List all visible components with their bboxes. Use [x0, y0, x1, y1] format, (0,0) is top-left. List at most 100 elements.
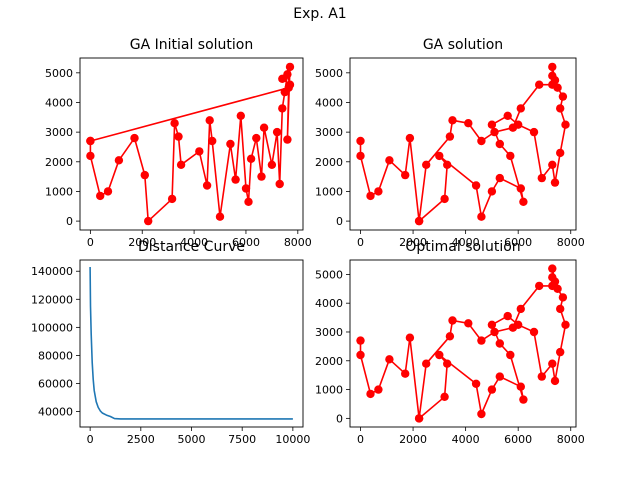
- subplot-2-series-line: [359, 66, 567, 222]
- subplot-3-ytick-label: 60000: [38, 377, 73, 390]
- subplot-3-xtick-label: 2500: [127, 433, 155, 446]
- subplot-3-ytick-label: 40000: [38, 406, 73, 419]
- subplot-1-point: [215, 212, 225, 221]
- subplot-4-point: [508, 323, 518, 332]
- subplot-3-axes-frame: [79, 259, 304, 428]
- subplot-1-point: [244, 197, 253, 206]
- subplot-1-ytick-label: 1000: [45, 185, 73, 198]
- subplot-2-ytick-label: 3000: [315, 126, 343, 139]
- subplot-2-point: [471, 181, 481, 190]
- subplot-4-point: [495, 339, 504, 348]
- subplot-4-point: [506, 350, 515, 360]
- subplot-2-ytick-label: 0: [336, 215, 343, 228]
- subplot-2-point: [561, 120, 570, 129]
- subplot-4-point: [516, 382, 525, 391]
- subplot-4-point: [435, 350, 444, 360]
- subplot-2-point: [548, 160, 557, 169]
- subplot-1-point: [272, 127, 282, 137]
- subplot-4-ytick-label: 4000: [315, 297, 343, 310]
- subplot-1-point: [86, 151, 95, 161]
- subplot-4-axes-frame: [349, 259, 577, 428]
- subplot-2-point: [516, 104, 525, 113]
- subplot-4-point: [471, 379, 481, 388]
- subplot-4-ytick-label: 5000: [315, 268, 343, 281]
- subplot-4-point: [443, 359, 452, 368]
- subplot-1-point: [275, 179, 284, 189]
- subplot-2-point: [445, 132, 455, 141]
- subplot-2-point: [374, 187, 383, 196]
- subplot-3-ytick-label: 80000: [38, 349, 73, 362]
- subplot-4-ytick-label: 0: [336, 412, 343, 425]
- subplot-1-xtick-label: 2000: [128, 236, 156, 249]
- subplot-1-point: [267, 160, 277, 169]
- subplot-2-point: [495, 173, 504, 183]
- figure-title: Exp. A1: [293, 6, 347, 22]
- subplot-2-point: [487, 187, 497, 196]
- subplot-4-ytick-label: 2000: [315, 355, 343, 368]
- subplot-1-point: [103, 187, 113, 196]
- subplot-4-point: [464, 319, 473, 328]
- subplot-2-xtick-label: 6000: [504, 236, 532, 249]
- subplot-4-point: [385, 355, 394, 364]
- subplot-4-point: [503, 311, 512, 321]
- subplot-4-point: [548, 264, 557, 273]
- subplot-3-xtick-label: 0: [87, 433, 94, 446]
- subplot-2-xtick-label: 4000: [452, 236, 480, 249]
- subplot-2-ytick-label: 5000: [315, 67, 343, 80]
- subplot-1-point: [236, 111, 245, 121]
- subplot-2-point: [529, 127, 539, 137]
- subplot-1-title: GA Initial solution: [130, 37, 254, 53]
- subplot-2-xtick-label: 8000: [557, 236, 585, 249]
- subplot-2-point: [508, 123, 518, 132]
- subplot-3-ytick-label: 120000: [31, 293, 73, 306]
- subplot-2-point: [537, 173, 546, 183]
- subplot-4-point: [356, 350, 365, 360]
- subplot-4-point: [537, 372, 546, 381]
- subplot-1-point: [170, 119, 179, 128]
- subplot-1-ytick-label: 0: [66, 215, 73, 228]
- subplot-4-point: [516, 304, 525, 314]
- subplot-3-xtick-label: 10000: [275, 433, 310, 446]
- subplot-1-xtick-label: 8000: [284, 236, 312, 249]
- subplot-2-point: [435, 151, 444, 161]
- subplot-2-point: [490, 127, 499, 137]
- subplot-1-point: [202, 181, 212, 190]
- subplot-4-point: [477, 409, 486, 419]
- subplot-4-point: [556, 347, 565, 357]
- subplot-3-ytick-label: 100000: [31, 321, 73, 334]
- subplot-1-xtick-label: 4000: [180, 236, 208, 249]
- subplot-4-point: [356, 336, 365, 345]
- subplot-4-point: [558, 293, 568, 302]
- subplot-1-point: [140, 170, 149, 180]
- subplot-1-xtick-label: 0: [87, 236, 94, 249]
- subplot-4-xtick-label: 2000: [399, 433, 427, 446]
- subplot-4-point: [374, 385, 383, 394]
- subplot-4-point: [422, 359, 431, 368]
- subplot-2-point: [414, 216, 424, 226]
- subplot-2-point: [443, 160, 452, 169]
- subplot-1-point: [226, 139, 235, 149]
- subplot-2-point: [422, 160, 431, 169]
- subplot-1-xtick-label: 6000: [232, 236, 260, 249]
- subplot-3-ytick-label: 140000: [31, 265, 73, 278]
- subplot-2-point: [356, 151, 365, 161]
- subplot-2-ytick-label: 1000: [315, 185, 343, 198]
- subplot-1-point: [130, 133, 139, 143]
- subplot-4-xtick-label: 6000: [504, 433, 532, 446]
- subplot-2-point: [519, 197, 528, 206]
- subplot-1-point: [241, 184, 251, 193]
- subplot-4-point: [440, 392, 449, 401]
- subplot-1-point: [144, 216, 153, 226]
- subplot-3-series-line: [89, 266, 293, 420]
- subplot-2-point: [487, 120, 497, 129]
- subplot-3-title: Distance Curve: [138, 239, 245, 255]
- subplot-4-ytick-label: 3000: [315, 326, 343, 339]
- subplot-2-ytick-label: 2000: [315, 156, 343, 169]
- subplot-2-point: [548, 80, 557, 89]
- subplot-4-point: [490, 327, 499, 337]
- subplot-4-series-line: [359, 267, 567, 420]
- subplot-1-point: [174, 132, 183, 141]
- subplot-1-point: [231, 175, 240, 184]
- subplot-2-point: [366, 191, 375, 201]
- subplot-4-point: [487, 385, 497, 394]
